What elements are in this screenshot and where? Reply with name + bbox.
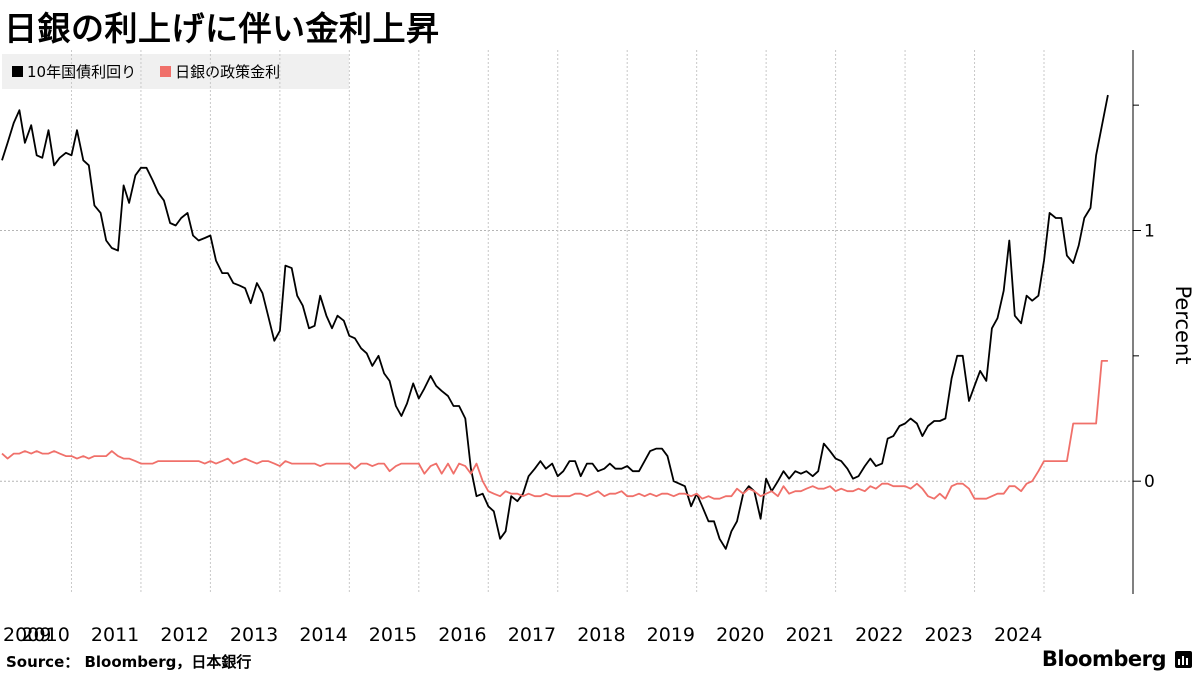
- source-note: Source： Bloomberg，日本銀行: [6, 653, 252, 671]
- x-tick-label-2019: 2019: [647, 624, 695, 646]
- x-tick-label-2010: 2010: [21, 624, 69, 646]
- x-tick-label-2012: 2012: [160, 624, 208, 646]
- x-tick-label-2011: 2011: [91, 624, 139, 646]
- x-tick-label-2023: 2023: [925, 624, 973, 646]
- x-tick-label-2013: 2013: [230, 624, 278, 646]
- series-line-1: [1, 360, 1108, 500]
- x-tick-label-2022: 2022: [855, 624, 903, 646]
- x-tick-label-2016: 2016: [438, 624, 486, 646]
- x-tick-label-2009: 2009: [3, 624, 51, 646]
- legend-item-policy-rate: 日銀の政策金利: [160, 61, 280, 82]
- x-tick-label-2015: 2015: [369, 624, 417, 646]
- y-axis-label: Percent: [1171, 285, 1195, 364]
- legend-swatch-policy-rate: [160, 66, 172, 77]
- brand-logo: Bloomberg: [1041, 647, 1167, 671]
- x-tick-label-2014: 2014: [299, 624, 347, 646]
- legend-label-jgb-yield: 10年国債利回り: [27, 63, 137, 81]
- legend-item-jgb-yield: 10年国債利回り: [12, 61, 136, 82]
- y-tick-label-1: 1: [1144, 221, 1155, 241]
- legend-swatch-jgb-yield: [12, 66, 23, 77]
- grid-layer: [0, 50, 1133, 594]
- x-tick-label-2021: 2021: [786, 624, 834, 646]
- series-layer: [1, 94, 1109, 550]
- x-tick-label-2020: 2020: [716, 624, 764, 646]
- series-line-0: [1, 94, 1109, 550]
- bar-chart-icon: [1175, 651, 1192, 668]
- x-tick-label-2018: 2018: [577, 624, 625, 646]
- x-tick-label-2017: 2017: [508, 624, 556, 646]
- x-tick-label-2024: 2024: [994, 624, 1042, 646]
- legend-label-policy-rate: 日銀の政策金利: [175, 63, 281, 81]
- chart-title: 日銀の利上げに伴い金利上昇: [4, 9, 440, 48]
- y-tick-label-0: 0: [1144, 472, 1155, 492]
- legend: 10年国債利回り 日銀の政策金利: [2, 54, 349, 89]
